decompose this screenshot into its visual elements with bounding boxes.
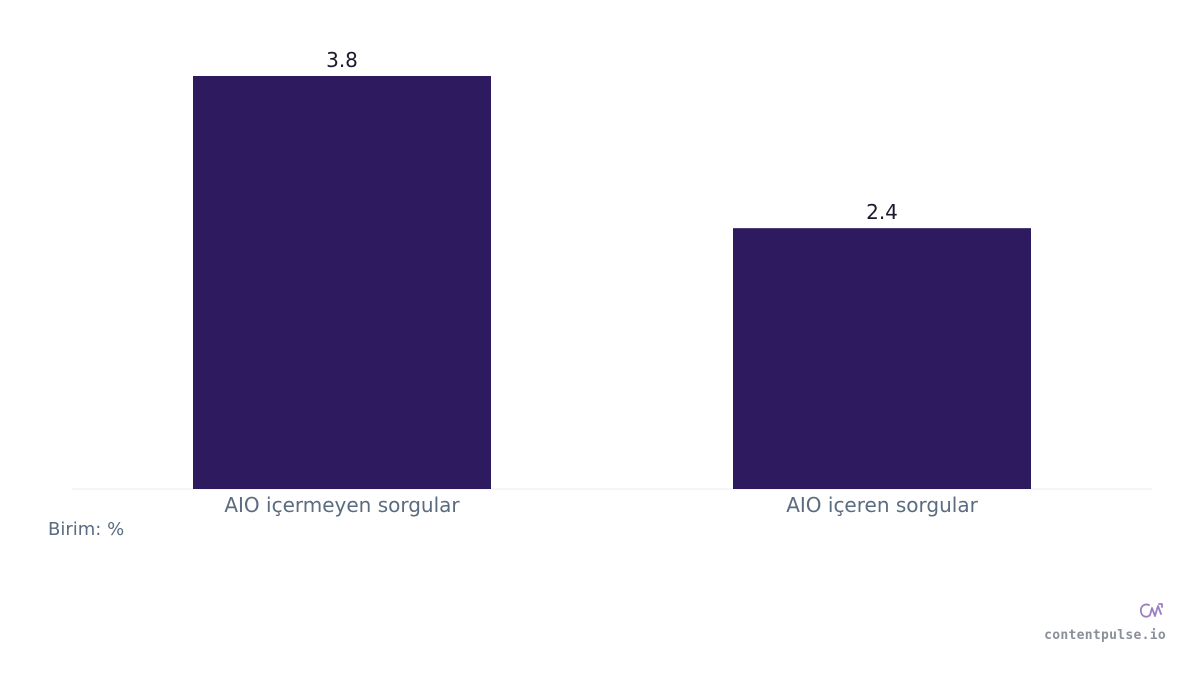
- bar-2: [733, 228, 1031, 489]
- unit-note: Birim: %: [48, 519, 125, 540]
- bars-layer: [193, 76, 1031, 489]
- bar-value-label-1: 3.8: [326, 48, 358, 72]
- brand-watermark: contentpulse.io: [1044, 600, 1166, 643]
- x-tick-label-1: AIO içermeyen sorgular: [224, 493, 460, 517]
- contentpulse-logo-icon: [1139, 603, 1163, 618]
- bar-value-label-2: 2.4: [866, 200, 898, 224]
- brand-name: contentpulse.io: [1044, 628, 1166, 643]
- x-tick-label-2: AIO içeren sorgular: [786, 493, 978, 517]
- bar-1: [193, 76, 491, 489]
- tick-labels-layer: AIO içermeyen sorgular AIO içeren sorgula…: [224, 493, 978, 517]
- value-labels-layer: 3.8 2.4: [326, 48, 898, 224]
